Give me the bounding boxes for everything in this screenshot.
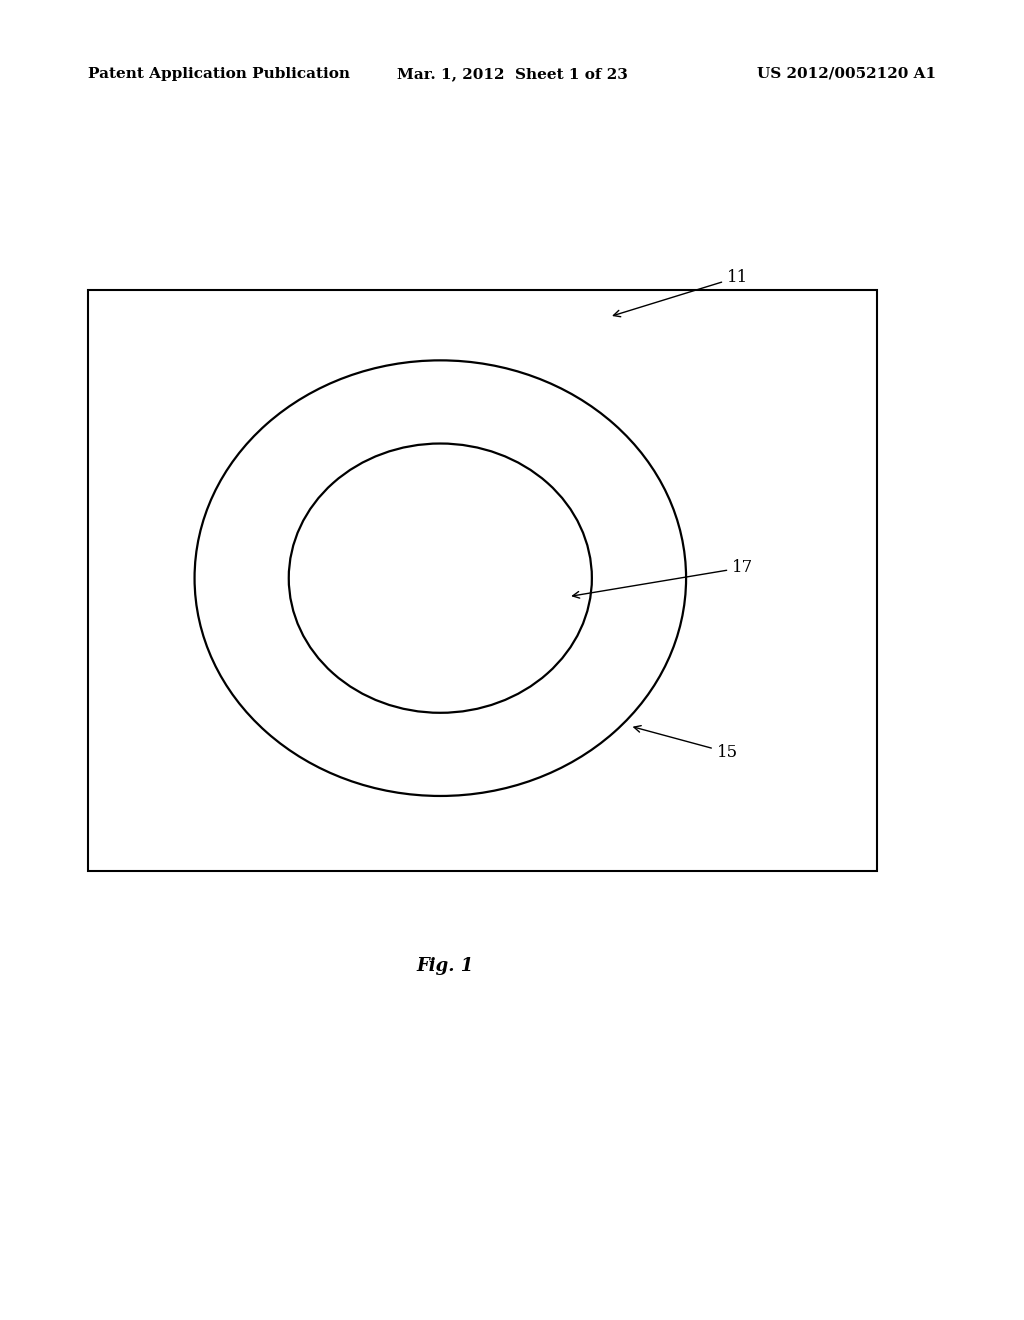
Text: 11: 11: [613, 269, 749, 317]
Text: Patent Application Publication: Patent Application Publication: [88, 67, 350, 81]
Text: Mar. 1, 2012  Sheet 1 of 23: Mar. 1, 2012 Sheet 1 of 23: [396, 67, 628, 81]
Text: 15: 15: [634, 726, 738, 760]
Text: Fig. 1: Fig. 1: [417, 957, 474, 975]
Text: 17: 17: [572, 560, 754, 598]
Text: US 2012/0052120 A1: US 2012/0052120 A1: [757, 67, 936, 81]
Bar: [88, 290, 877, 871]
